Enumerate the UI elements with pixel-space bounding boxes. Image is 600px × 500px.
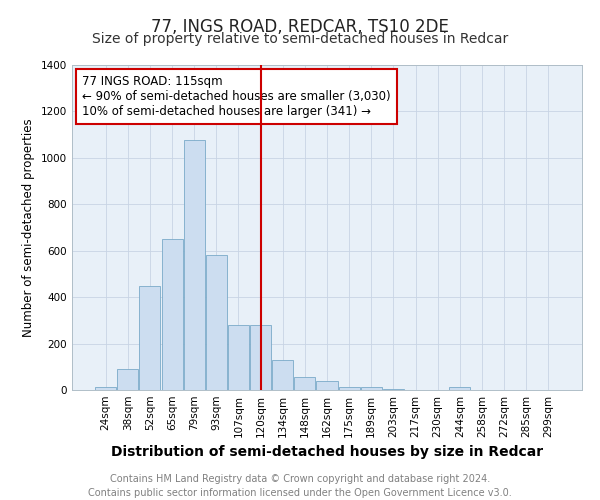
Y-axis label: Number of semi-detached properties: Number of semi-detached properties — [22, 118, 35, 337]
Bar — [118, 369, 139, 390]
Bar — [139, 286, 160, 390]
Text: Contains HM Land Registry data © Crown copyright and database right 2024.
Contai: Contains HM Land Registry data © Crown c… — [88, 474, 512, 498]
Bar — [250, 325, 271, 390]
Bar — [95, 386, 116, 390]
Bar — [295, 377, 316, 390]
Bar — [361, 386, 382, 390]
Text: 77 INGS ROAD: 115sqm
← 90% of semi-detached houses are smaller (3,030)
10% of se: 77 INGS ROAD: 115sqm ← 90% of semi-detac… — [82, 74, 391, 118]
Bar — [316, 380, 338, 390]
Bar — [161, 239, 182, 390]
Text: 77, INGS ROAD, REDCAR, TS10 2DE: 77, INGS ROAD, REDCAR, TS10 2DE — [151, 18, 449, 36]
Bar — [338, 386, 359, 390]
Bar — [184, 140, 205, 390]
Bar — [449, 386, 470, 390]
Bar — [383, 389, 404, 390]
Bar — [206, 256, 227, 390]
Bar — [228, 325, 249, 390]
Text: Size of property relative to semi-detached houses in Redcar: Size of property relative to semi-detach… — [92, 32, 508, 46]
Bar — [272, 360, 293, 390]
X-axis label: Distribution of semi-detached houses by size in Redcar: Distribution of semi-detached houses by … — [111, 446, 543, 460]
